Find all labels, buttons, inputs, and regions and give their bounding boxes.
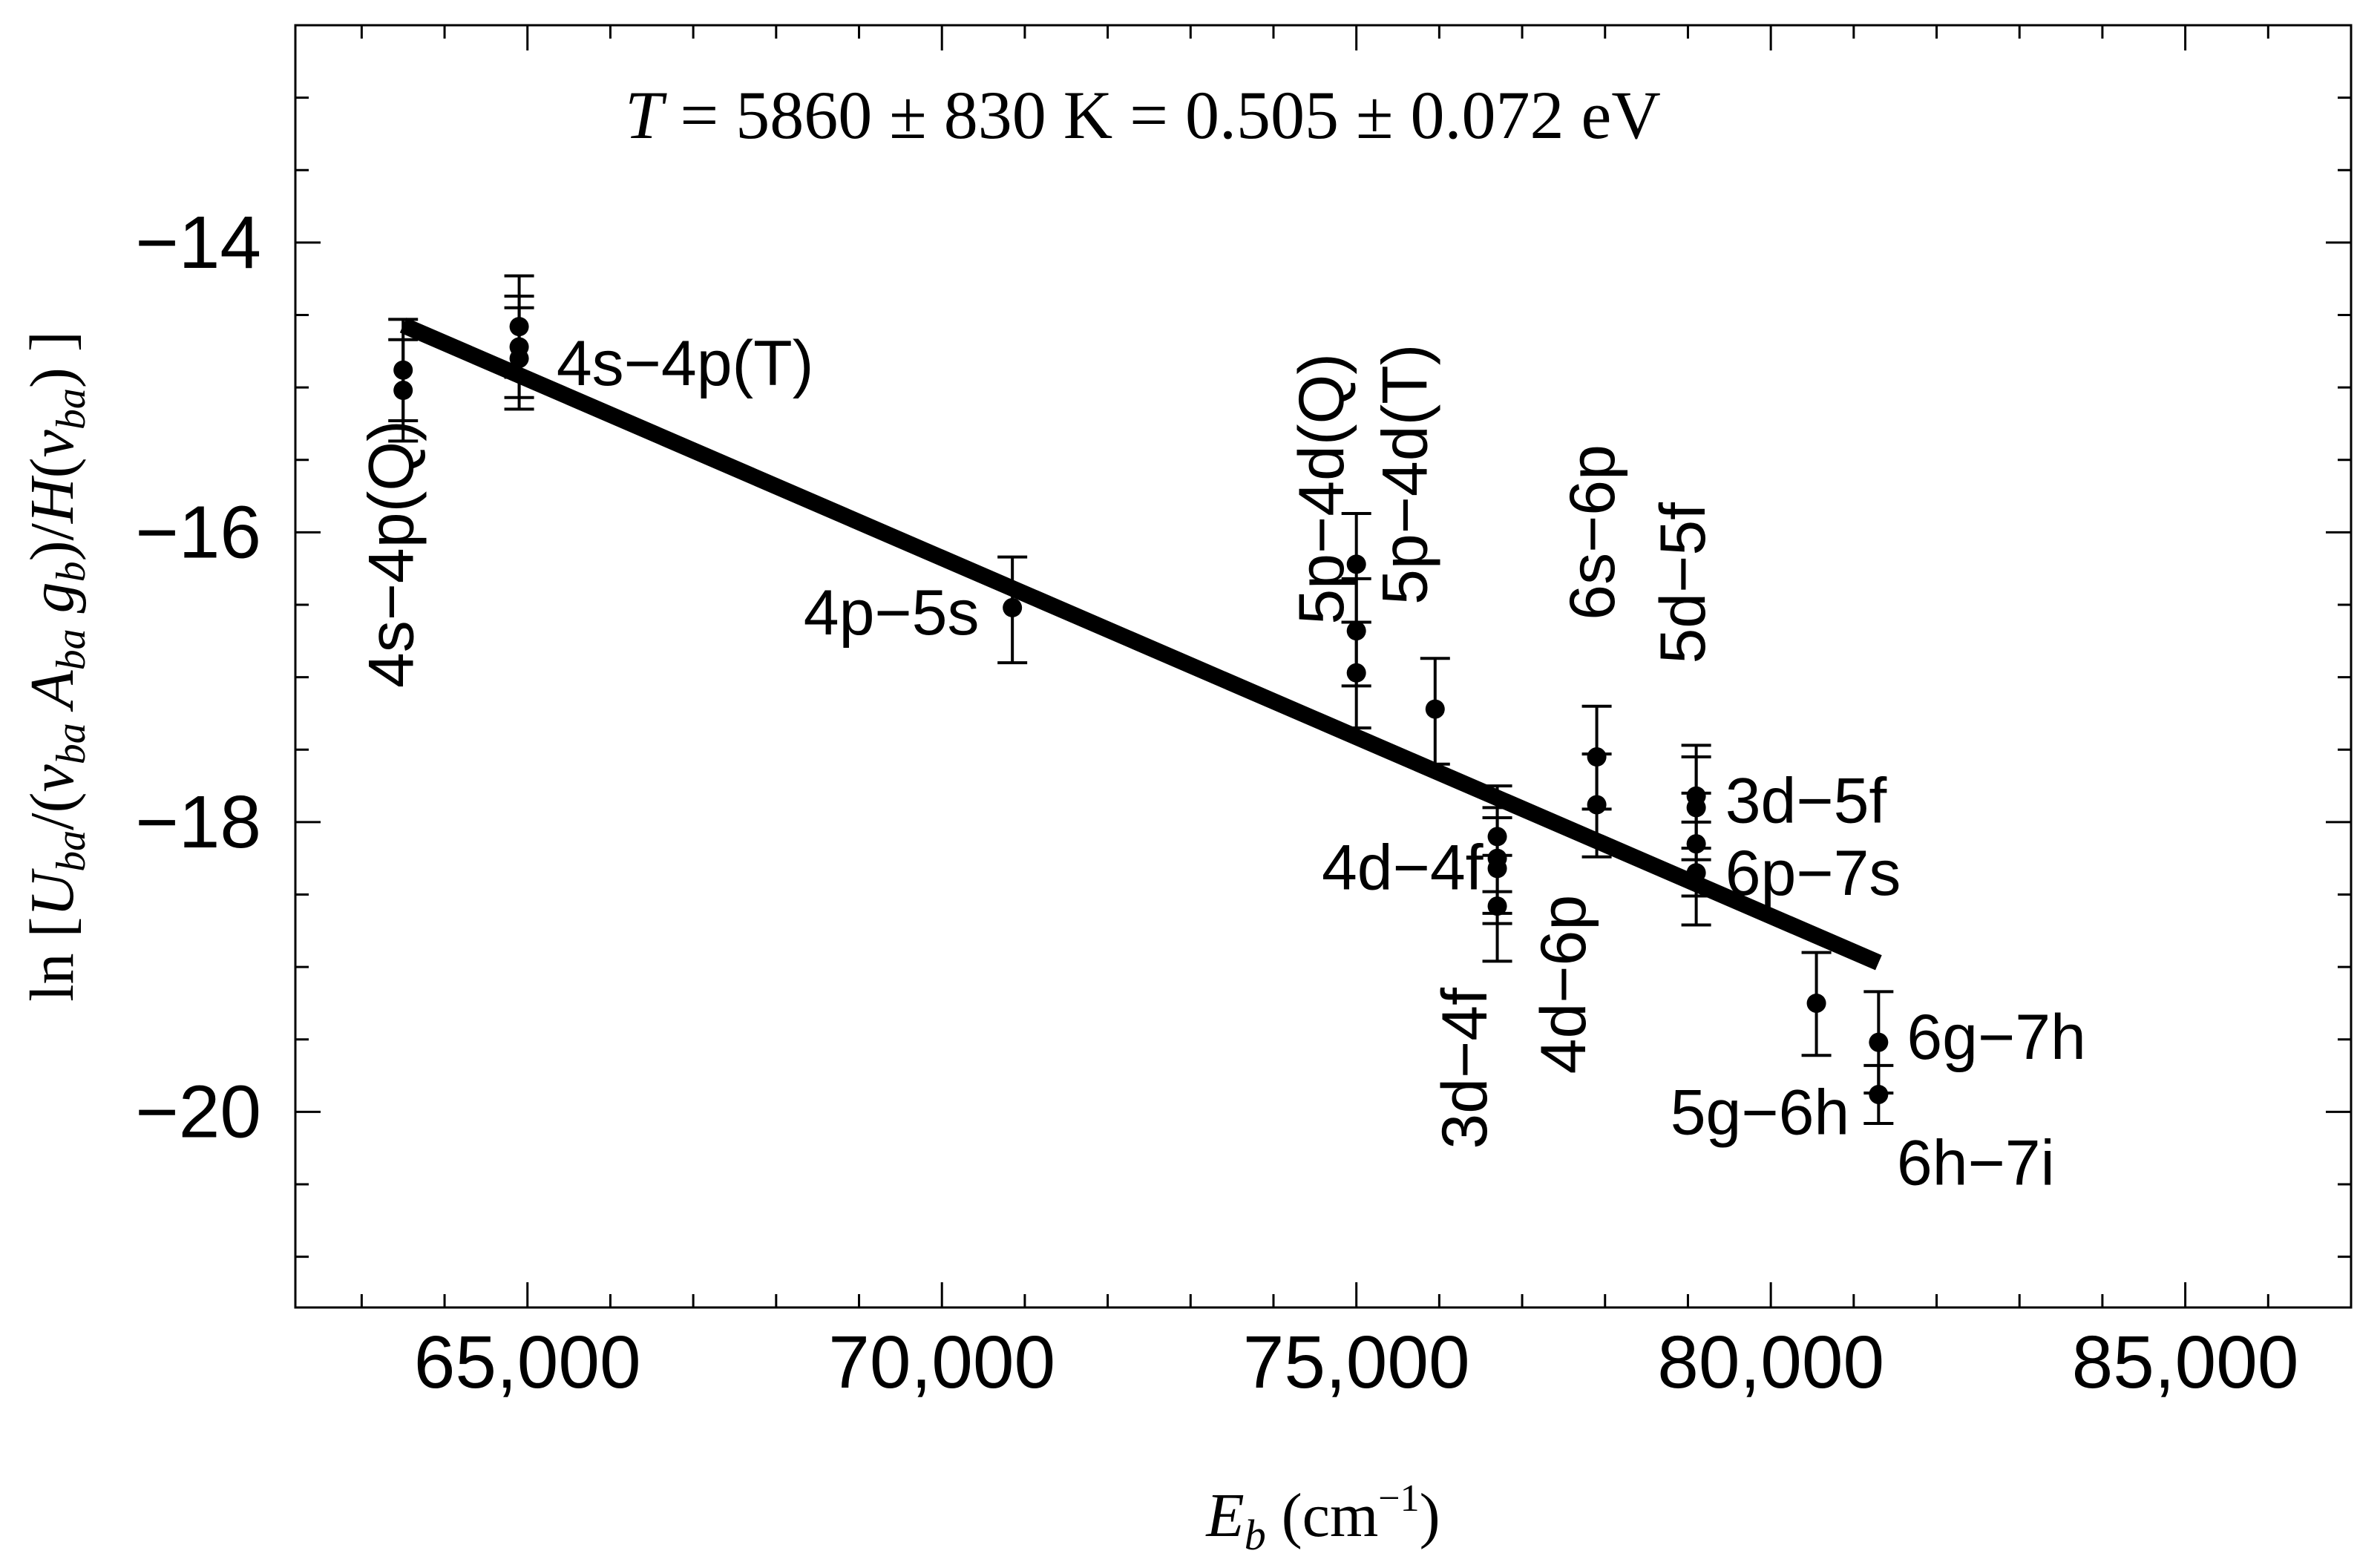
y-axis-label-part: A: [18, 670, 87, 723]
x-tick-label: 85,000: [2072, 1321, 2299, 1404]
x-tick-label: 65,000: [414, 1321, 641, 1404]
x-axis-label-var: E: [1205, 1481, 1244, 1550]
transition-labels: 4s−4p(T) 4s−4p(Q) 4p−5s 5p−4d(Q) 5p−4d(T) 6s−…: [356, 328, 2086, 1199]
y-axis-label-part: )/: [18, 522, 87, 561]
data-point: [1686, 834, 1706, 854]
x-tick-label: 70,000: [828, 1321, 1055, 1404]
data-point: [1425, 699, 1445, 719]
x-axis-label-sub: b: [1245, 1511, 1266, 1559]
axis-ticks: [295, 24, 2353, 1307]
y-axis-label-part: ln [: [18, 916, 87, 1001]
error-bars: [388, 274, 1894, 1126]
data-point: [1869, 1084, 1889, 1104]
fit-line-group: [399, 318, 1882, 971]
chart-title: T = 5860 ± 830 K = 0.505 ± 0.072 eV: [625, 77, 1661, 153]
data-point: [509, 349, 529, 369]
plot-frame: [294, 24, 2353, 1309]
y-axis-label-part: ba: [48, 723, 94, 764]
y-axis-label-part: ν: [18, 429, 87, 457]
y-axis-label-part: /(: [18, 793, 87, 830]
data-points: [393, 317, 1889, 1104]
y-axis-label: ln [Uba/(νba Aba gb)/H(νba) ]: [18, 331, 94, 1002]
data-point: [509, 317, 529, 337]
y-axis-label-part: U: [18, 867, 87, 916]
transition-label: 3d−4f: [1429, 987, 1501, 1149]
data-point: [1346, 663, 1366, 683]
y-axis-label-part: ba: [48, 830, 94, 872]
transition-label: 4d−4f: [1322, 832, 1484, 903]
data-point: [1487, 827, 1507, 847]
data-point: [1587, 747, 1607, 767]
transition-label: 4p−5s: [804, 577, 980, 649]
y-axis-label-part: ba: [48, 629, 94, 670]
data-point: [1003, 597, 1023, 617]
transition-label: 6p−7s: [1725, 838, 1901, 909]
title-variable: T: [625, 77, 667, 153]
y-axis-label-part: ν: [18, 764, 87, 793]
x-axis-label-exp: −1: [1378, 1477, 1419, 1520]
transition-label: 5p−4d(T): [1370, 344, 1441, 605]
y-axis-label-part: ) ]: [18, 331, 87, 388]
y-tick-label: −18: [135, 781, 261, 864]
fit-line: [399, 318, 1882, 971]
transition-label: 6s−6p: [1557, 444, 1628, 620]
data-point: [1686, 798, 1706, 818]
axis-tick-labels: 65,000 70,000 75,000 80,000 85,000 −20 −18 −16 −…: [135, 201, 2298, 1404]
transition-label: 4s−4p(T): [557, 328, 814, 399]
data-point: [1806, 993, 1826, 1013]
x-axis-label-unit: (cm: [1266, 1481, 1379, 1550]
transition-label: 4d−6p: [1528, 895, 1599, 1074]
transition-label: 6g−7h: [1907, 1002, 2086, 1073]
y-axis-label-part: g: [18, 582, 87, 629]
x-tick-label: 75,000: [1243, 1321, 1470, 1404]
y-tick-label: −14: [135, 201, 261, 284]
transition-label: 5d−5f: [1648, 502, 1719, 664]
title-value: = 5860 ± 830 K = 0.505 ± 0.072 eV: [663, 77, 1660, 153]
data-point: [1487, 859, 1507, 879]
data-point: [1346, 621, 1366, 641]
transition-label: 4s−4p(Q): [356, 420, 427, 688]
data-point: [393, 360, 413, 380]
data-point: [1869, 1032, 1889, 1052]
y-axis-label-part: (: [18, 457, 87, 478]
x-axis-label-close: ): [1420, 1481, 1440, 1550]
data-point: [1487, 896, 1507, 916]
y-axis-label-part: b: [48, 561, 94, 582]
y-tick-label: −16: [135, 490, 261, 574]
transition-label: 6h−7i: [1897, 1128, 2055, 1199]
data-point: [1587, 795, 1607, 815]
data-point: [393, 381, 413, 401]
transition-label: 3d−5f: [1725, 766, 1888, 837]
x-tick-label: 80,000: [1657, 1321, 1884, 1404]
data-point: [1686, 863, 1706, 883]
y-axis-label-part: H: [18, 475, 87, 524]
y-tick-label: −20: [135, 1070, 261, 1153]
y-axis-label-part: ba: [48, 388, 94, 430]
transition-label: 5p−4d(Q): [1286, 353, 1357, 625]
x-axis-label: Eb (cm−1): [1205, 1477, 1440, 1559]
transition-label: 5g−6h: [1671, 1077, 1850, 1148]
data-point: [1346, 554, 1366, 574]
